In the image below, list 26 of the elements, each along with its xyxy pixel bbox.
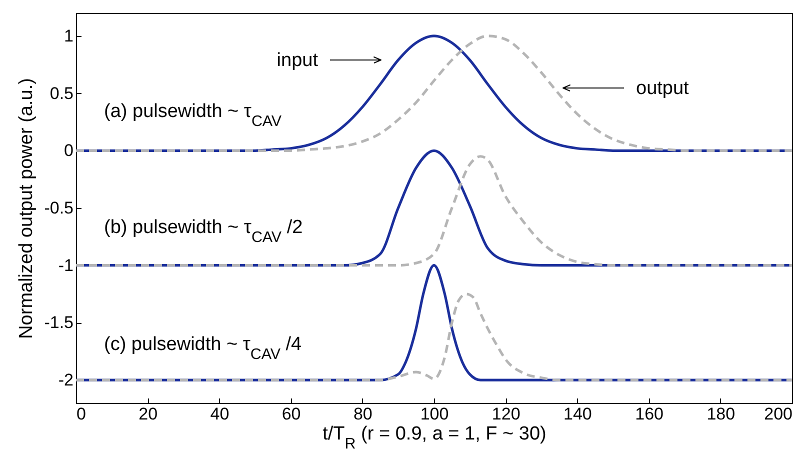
annotation: (c) pulsewidth ~ τ$_{CAV}$ /4 (104, 334, 302, 362)
x-tick-label: 60 (282, 404, 301, 424)
x-tick-label: 180 (706, 404, 736, 424)
y-tick-label: -2 (58, 370, 74, 390)
line-series (76, 292, 792, 382)
x-axis-title: t/T$_{R}$ (r = 0.9, a = 1, F ~ 30) (322, 424, 546, 452)
x-tick-label: 160 (635, 404, 664, 424)
x-tick-label: 100 (420, 404, 449, 424)
annotation: (a) pulsewidth ~ τ$_{CAV}$ (104, 101, 282, 130)
x-tick-label: 120 (492, 404, 520, 424)
y-tick-label: 0.5 (50, 84, 74, 103)
y-tick-label: 1 (64, 26, 74, 46)
x-tick-label: 20 (138, 404, 158, 424)
annotation: input (276, 50, 319, 71)
annotation: output (636, 78, 690, 99)
annotation: (b) pulsewidth ~ τ$_{CAV}$ /2 (104, 217, 303, 246)
y-tick-label: -0.5 (44, 198, 74, 218)
x-tick-label: 40 (210, 404, 230, 424)
x-tick-label: 80 (353, 404, 372, 424)
x-tick-label: 200 (764, 404, 792, 424)
y-tick-label: -1 (58, 256, 74, 275)
x-tick-label: 0 (76, 404, 86, 424)
x-tick-label: 140 (564, 404, 592, 424)
y-tick-label: -1.5 (44, 313, 74, 332)
y-axis-title: Normalized output power (a.u.) (16, 78, 38, 339)
y-tick-label: 0 (64, 141, 74, 160)
